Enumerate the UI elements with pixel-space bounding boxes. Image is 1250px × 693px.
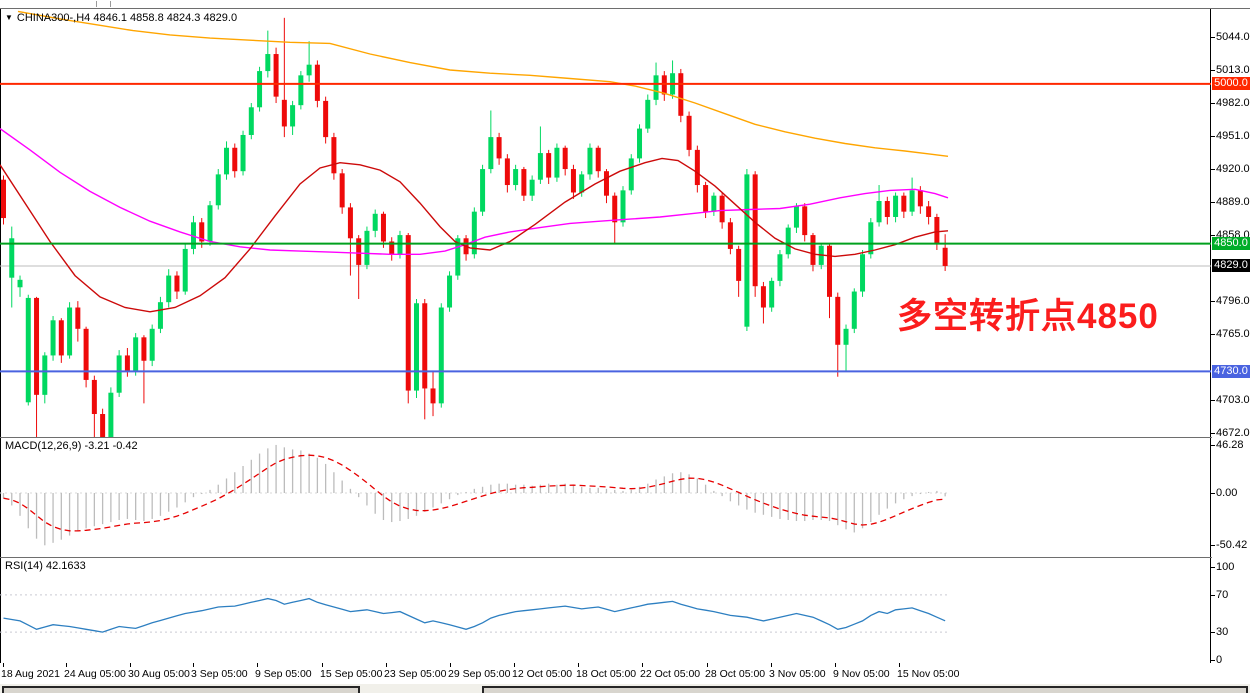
rsi-indicator-label: RSI(14) 42.1633 bbox=[5, 560, 86, 572]
candlestick-series bbox=[1, 17, 948, 437]
time-axis-label: 18 Aug 2021 bbox=[1, 668, 60, 680]
macd-axis-label: -50.42 bbox=[1216, 539, 1248, 552]
price-axis-tick bbox=[1211, 334, 1215, 336]
macd-signal-line bbox=[3, 454, 946, 532]
ma-mid-magenta bbox=[0, 128, 949, 256]
rsi-panel-surface[interactable] bbox=[0, 558, 1211, 663]
price-axis-label: 4703.0 bbox=[1216, 394, 1250, 407]
time-axis-tick bbox=[835, 663, 836, 667]
time-axis-label: 15 Sep 05:00 bbox=[320, 668, 383, 680]
time-axis-tick bbox=[514, 663, 515, 667]
price-axis-label: 4796.0 bbox=[1216, 295, 1250, 308]
time-axis-label: 3 Nov 05:00 bbox=[769, 668, 826, 680]
minimized-window-tab[interactable] bbox=[482, 686, 1248, 693]
macd-indicator-label: MACD(12,26,9) -3.21 -0.42 bbox=[5, 440, 138, 452]
toolbar-separator bbox=[96, 1, 97, 7]
minimized-windows-strip bbox=[0, 684, 1250, 693]
time-axis-tick bbox=[322, 663, 323, 667]
time-axis-label: 9 Nov 05:00 bbox=[833, 668, 890, 680]
ma-fast-red bbox=[0, 157, 949, 313]
time-axis-tick bbox=[193, 663, 194, 667]
time-axis-tick bbox=[642, 663, 643, 667]
time-axis-label: 23 Sep 05:00 bbox=[384, 668, 447, 680]
time-axis-label: 15 Nov 05:00 bbox=[897, 668, 960, 680]
price-axis-tick bbox=[1211, 37, 1215, 38]
symbol-title[interactable]: ▼ CHINA300-,H4 4846.1 4858.8 4824.3 4829.… bbox=[5, 12, 237, 24]
chart-frame bbox=[0, 9, 1211, 663]
separator-macd-rsi[interactable] bbox=[0, 557, 1250, 558]
time-axis-label: 18 Oct 05:00 bbox=[576, 668, 637, 680]
rsi-axis-tick bbox=[1211, 567, 1215, 568]
time-axis-label: 29 Sep 05:00 bbox=[448, 668, 511, 680]
macd-histogram bbox=[2, 444, 946, 546]
price-axis-label: 4920.0 bbox=[1216, 163, 1250, 176]
time-axis-tick bbox=[3, 663, 4, 667]
candlestick-chart-surface[interactable] bbox=[0, 9, 1211, 437]
symbol-title-text: CHINA300-,H4 4846.1 4858.8 4824.3 4829.0 bbox=[16, 12, 238, 24]
price-axis-label: 4672.0 bbox=[1216, 427, 1250, 440]
rsi-axis-tick bbox=[1211, 660, 1215, 661]
price-axis-tick bbox=[1211, 70, 1215, 71]
price-badge-4850.0: 4850.0 bbox=[1212, 237, 1250, 251]
time-axis-tick bbox=[450, 663, 451, 667]
price-axis-label: 5013.0 bbox=[1216, 64, 1250, 76]
rsi-axis-tick bbox=[1211, 632, 1215, 634]
price-axis-label: 4951.0 bbox=[1216, 130, 1250, 143]
price-axis-label: 4889.0 bbox=[1216, 196, 1250, 209]
time-axis-tick bbox=[578, 663, 579, 667]
price-axis-tick bbox=[1211, 103, 1215, 105]
time-axis-label: 24 Aug 05:00 bbox=[64, 668, 126, 680]
price-axis-tick bbox=[1211, 301, 1215, 303]
macd-axis-label: 46.28 bbox=[1216, 438, 1244, 451]
price-axis[interactable] bbox=[1212, 9, 1250, 663]
separator-top bbox=[0, 8, 1250, 9]
rsi-axis-tick bbox=[1211, 594, 1215, 596]
time-axis-tick bbox=[257, 663, 258, 667]
chart-dropdown-icon[interactable]: ▼ bbox=[5, 13, 13, 22]
time-axis-label: 9 Sep 05:00 bbox=[255, 668, 312, 680]
time-axis-label: 12 Oct 05:00 bbox=[512, 668, 573, 680]
time-axis-label: 28 Oct 05:00 bbox=[705, 668, 766, 680]
ma-slow-orange bbox=[17, 10, 949, 157]
price-axis-label: 4765.0 bbox=[1216, 328, 1250, 341]
price-axis-tick bbox=[1211, 202, 1215, 204]
price-axis-tick bbox=[1211, 136, 1215, 138]
chart-text-annotation[interactable]: 多空转折点4850 bbox=[897, 297, 1159, 336]
macd-axis-label: 0.00 bbox=[1216, 487, 1238, 499]
time-axis-label: 3 Sep 05:00 bbox=[191, 668, 248, 680]
price-axis-label: 4982.0 bbox=[1216, 97, 1250, 110]
price-axis-tick bbox=[1211, 169, 1215, 171]
time-axis-tick bbox=[707, 663, 708, 667]
rsi-axis-label: 0 bbox=[1216, 654, 1223, 666]
macd-panel-surface[interactable] bbox=[0, 438, 1211, 557]
time-axis-tick bbox=[899, 663, 900, 667]
time-axis-tick bbox=[771, 663, 772, 667]
price-axis-tick bbox=[1211, 433, 1215, 435]
rsi-line bbox=[3, 597, 946, 633]
price-badge-4829.0: 4829.0 bbox=[1212, 259, 1250, 273]
toolbar-separator bbox=[110, 1, 111, 7]
time-axis-label: 30 Aug 05:00 bbox=[128, 668, 190, 680]
time-axis[interactable]: 18 Aug 2021 24 Aug 05:00 30 Aug 05:00 3 Sep… bbox=[0, 663, 1250, 684]
price-badge-4730.0: 4730.0 bbox=[1212, 364, 1250, 378]
price-badge-5000.0: 5000.0 bbox=[1212, 77, 1250, 91]
time-axis-tick bbox=[386, 663, 387, 667]
price-axis-tick bbox=[1211, 235, 1215, 237]
macd-axis-tick bbox=[1211, 545, 1215, 547]
price-axis-label: 5044.0 bbox=[1216, 31, 1250, 43]
macd-axis-tick bbox=[1211, 444, 1215, 446]
macd-axis-tick bbox=[1211, 493, 1215, 494]
separator-main-macd[interactable] bbox=[0, 437, 1250, 438]
rsi-axis-label: 30 bbox=[1216, 626, 1229, 639]
minimized-window-tab[interactable] bbox=[2, 686, 360, 693]
time-axis-tick bbox=[130, 663, 131, 667]
time-axis-tick bbox=[66, 663, 67, 667]
time-axis-label: 22 Oct 05:00 bbox=[640, 668, 701, 680]
rsi-axis-label: 100 bbox=[1216, 561, 1235, 573]
rsi-axis-label: 70 bbox=[1216, 588, 1229, 601]
price-axis-tick bbox=[1211, 400, 1215, 402]
